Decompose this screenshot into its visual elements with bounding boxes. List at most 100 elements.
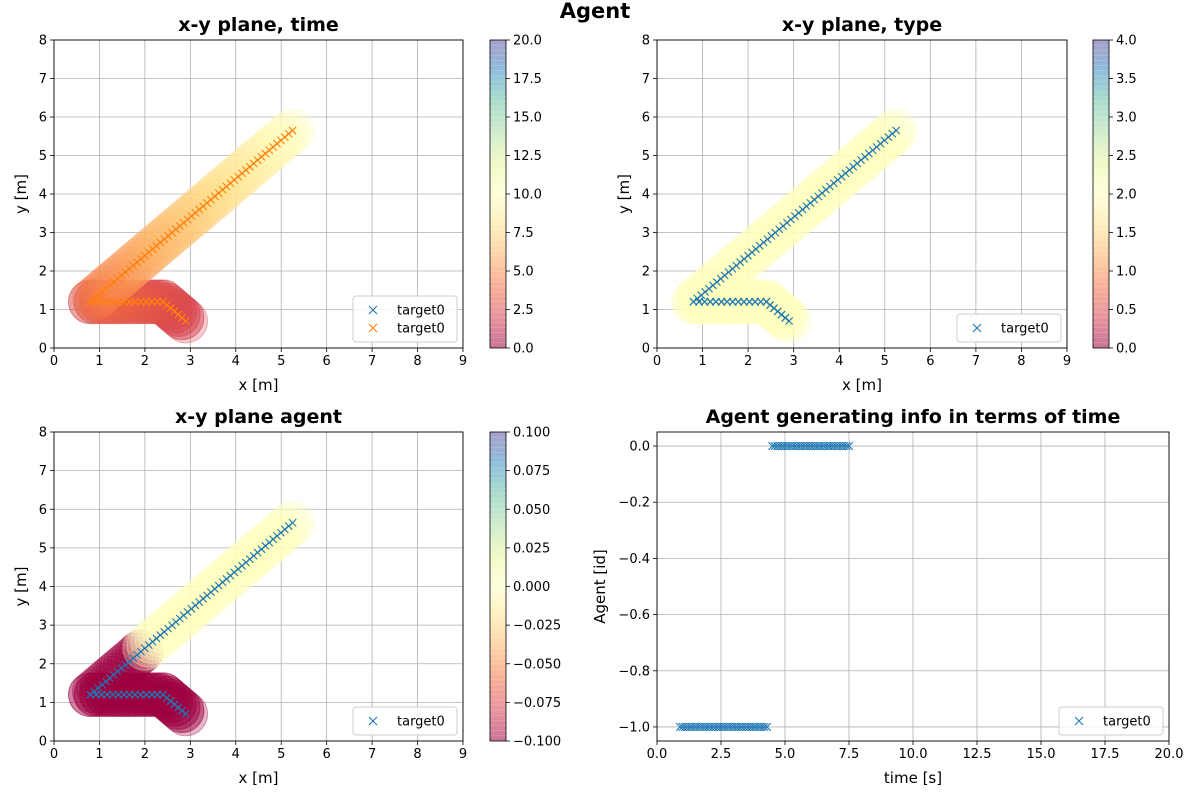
panel-title: x-y plane, type: [782, 14, 942, 36]
x-tick-label: 2: [141, 354, 149, 369]
x-tick-label: 0: [50, 747, 58, 762]
y-tick-label: 2: [39, 265, 47, 280]
x-tick-label: 5: [881, 354, 889, 369]
colorbar-tick-label: 15.0: [513, 111, 542, 126]
y-tick-label: −0.6: [618, 608, 650, 623]
x-marker: [136, 690, 145, 699]
x-tick-label: 0: [50, 354, 58, 369]
y-tick-label: 3: [642, 226, 650, 241]
colorbar-tick-label: 0.025: [513, 541, 550, 556]
x-axis-label: x [m]: [239, 769, 279, 787]
y-tick-label: 8: [39, 426, 47, 441]
x-tick-label: 2: [141, 747, 149, 762]
x-tick-label: 7.5: [839, 747, 860, 762]
y-tick-label: 6: [642, 111, 650, 126]
x-tick-label: 12.5: [963, 747, 992, 762]
colorbar-tick-label: 20.0: [513, 34, 542, 49]
colorbar-tick-label: 3.5: [1116, 72, 1137, 87]
x-axis-label: x [m]: [842, 376, 882, 394]
x-marker: [745, 297, 754, 306]
y-tick-label: 2: [642, 265, 650, 280]
x-marker: [97, 690, 106, 699]
x-tick-label: 5: [277, 354, 285, 369]
y-tick-label: 8: [39, 34, 47, 49]
colorbar-tick-label: 17.5: [513, 72, 542, 87]
x-marker: [114, 690, 123, 699]
panel-title: x-y plane agent: [175, 406, 342, 428]
y-tick-label: 5: [39, 149, 47, 164]
y-tick-label: 4: [642, 188, 650, 203]
x-marker: [842, 441, 851, 451]
x-axis-label: x [m]: [239, 376, 279, 394]
x-marker: [136, 297, 145, 306]
panel-p2: 0 1 2 3 4 5 6 7 8 9 0 1 2 3 4 5 6 7 8 x-y plane, type x [m] y…: [615, 14, 1137, 394]
x-tick-label: 5.0: [775, 747, 796, 762]
y-axis-label: y [m]: [12, 174, 30, 214]
panel-p1: 0 1 2 3 4 5 6 7 8 9 0 1 2 3 4 5 6 7 8 x-y plane, time x [m] y…: [12, 14, 542, 394]
x-tick-label: 17.5: [1091, 747, 1120, 762]
legend-label: target0: [1001, 322, 1049, 337]
legend-label: target0: [397, 715, 445, 730]
x-marker: [739, 297, 748, 306]
y-tick-label: 1: [39, 303, 47, 318]
x-marker: [288, 126, 297, 135]
x-marker: [368, 716, 378, 726]
x-tick-label: 6: [323, 354, 331, 369]
x-marker: [844, 441, 854, 451]
y-tick-label: 4: [39, 580, 47, 595]
colorbar-tick-label: 0.075: [513, 464, 550, 479]
x-tick-label: 9: [459, 354, 467, 369]
x-marker: [108, 297, 117, 306]
x-marker: [972, 323, 982, 333]
x-tick-label: 2: [744, 354, 752, 369]
x-marker: [142, 690, 151, 699]
colorbar-tick-label: 1.0: [1116, 265, 1137, 280]
y-tick-label: 0: [39, 735, 47, 750]
x-marker: [125, 297, 134, 306]
x-marker: [159, 297, 168, 306]
x-marker: [142, 297, 151, 306]
x-tick-label: 4: [835, 354, 843, 369]
legend-label: target0: [397, 304, 445, 319]
y-tick-label: 8: [642, 34, 650, 49]
x-marker: [103, 297, 112, 306]
y-tick-label: 3: [39, 226, 47, 241]
y-tick-label: 7: [642, 72, 650, 87]
legend-box: [352, 706, 458, 736]
x-marker: [760, 722, 769, 732]
colorbar-tick-label: 12.5: [513, 149, 542, 164]
y-tick-label: 7: [39, 72, 47, 87]
x-marker: [717, 297, 726, 306]
x-marker: [103, 690, 112, 699]
x-tick-label: 9: [459, 747, 467, 762]
y-tick-label: 3: [39, 619, 47, 634]
y-tick-label: 0: [642, 342, 650, 357]
axes-frame: [656, 431, 1170, 742]
y-tick-label: 4: [39, 188, 47, 203]
x-marker: [1074, 716, 1084, 726]
x-marker: [368, 323, 378, 333]
colorbar-tick-label: 2.5: [513, 303, 534, 318]
x-marker: [706, 297, 715, 306]
colorbar-tick-label: 0.000: [513, 580, 550, 595]
x-marker: [108, 690, 117, 699]
figure-suptitle: Agent: [560, 0, 631, 23]
legend-label: target0: [1103, 715, 1151, 730]
y-tick-label: 7: [39, 464, 47, 479]
x-tick-label: 7: [368, 354, 376, 369]
colorbar-tick-label: 0.0: [1116, 342, 1137, 357]
x-marker: [119, 297, 128, 306]
x-tick-label: 5: [277, 747, 285, 762]
x-tick-label: 0.0: [647, 747, 668, 762]
x-tick-label: 4: [232, 747, 240, 762]
y-tick-label: 0.0: [629, 440, 650, 455]
y-tick-label: 2: [39, 657, 47, 672]
x-marker: [751, 297, 760, 306]
x-marker: [147, 297, 156, 306]
colorbar-tick-label: 2.5: [1116, 149, 1137, 164]
plot-marks: [675, 441, 854, 732]
x-marker: [762, 297, 771, 306]
x-marker: [734, 297, 743, 306]
colorbar-tick-label: 0.0: [513, 342, 534, 357]
x-marker: [147, 690, 156, 699]
